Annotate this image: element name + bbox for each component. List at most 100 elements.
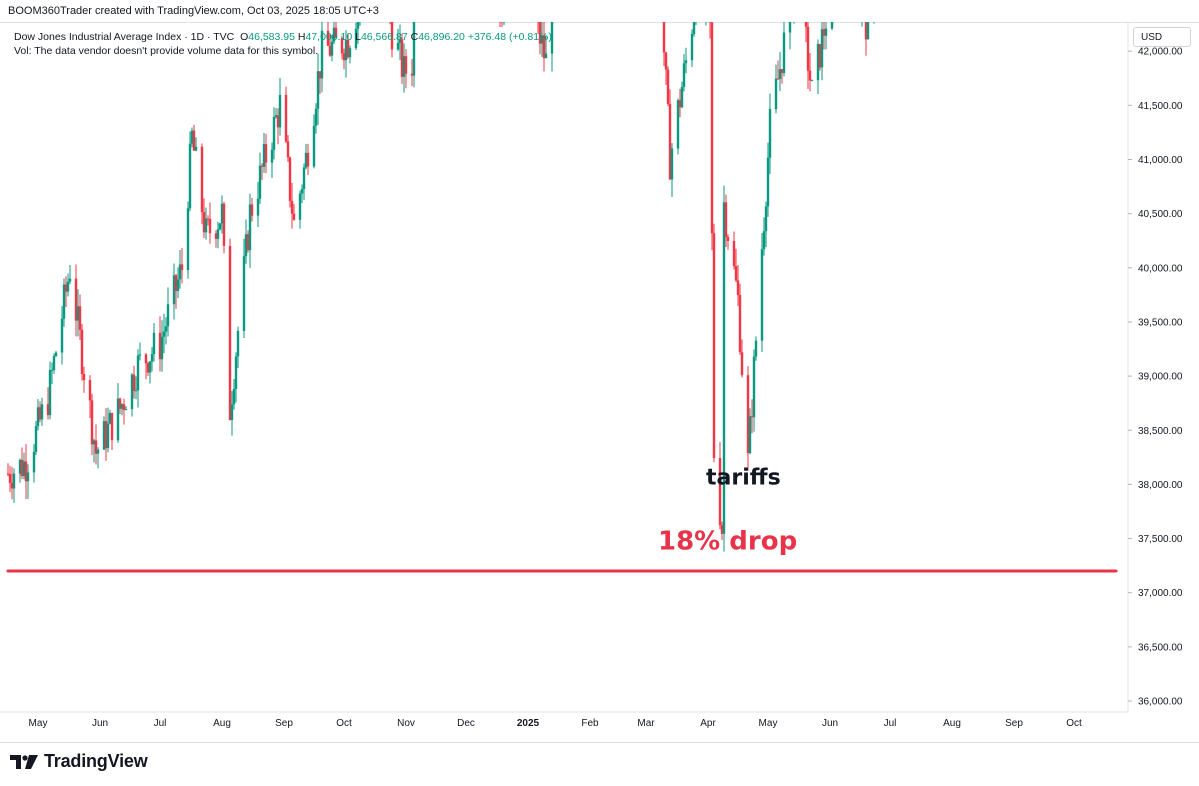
candle-body <box>681 87 683 107</box>
credit-text: BOOM360Trader created with TradingView.c… <box>8 5 379 17</box>
candle-body <box>257 199 259 216</box>
candle-body <box>807 27 809 71</box>
candle-body <box>79 306 81 330</box>
tradingview-logo[interactable]: TradingView <box>10 751 148 772</box>
candle-body <box>219 223 221 229</box>
footer: TradingView <box>0 742 1199 786</box>
candle-body <box>683 63 685 87</box>
x-tick-label: Nov <box>397 718 415 729</box>
x-tick-label: Jun <box>92 718 108 729</box>
y-tick-label: 38,000.00 <box>1138 480 1183 491</box>
candle-body <box>733 241 735 266</box>
currency-button[interactable]: USD <box>1133 27 1191 47</box>
candle-body <box>243 256 245 331</box>
candle-body <box>315 109 317 126</box>
candle-body <box>205 219 207 233</box>
annotation-tariffs: tariffs <box>706 465 781 490</box>
candle-body <box>665 52 667 69</box>
candle-body <box>209 219 211 233</box>
y-tick-label: 40,000.00 <box>1138 263 1183 274</box>
candle-body <box>405 56 407 74</box>
y-tick-label: 37,500.00 <box>1138 534 1183 545</box>
candle-body <box>145 354 147 363</box>
x-tick-label: Apr <box>700 718 716 729</box>
y-tick-label: 39,500.00 <box>1138 317 1183 328</box>
candle-body <box>223 204 225 246</box>
candle-body <box>27 472 29 481</box>
legend-change: +376.48 (+0.81%) <box>468 31 552 43</box>
candle-body <box>279 95 281 127</box>
candle-body <box>753 357 755 418</box>
candle-body <box>685 60 687 63</box>
grid <box>0 22 1128 712</box>
legend-high: 47,000.10 <box>305 31 352 43</box>
candle-body <box>189 144 191 209</box>
candle-body <box>107 424 109 448</box>
candle-body <box>805 22 807 27</box>
candle-body <box>149 362 151 373</box>
candle-body <box>265 144 267 163</box>
candle-body <box>177 279 179 291</box>
y-tick-label: 36,500.00 <box>1138 642 1183 653</box>
y-tick-label: 41,000.00 <box>1138 155 1183 166</box>
x-tick-label: Sep <box>275 718 293 729</box>
candle-body <box>739 295 741 352</box>
candle-body <box>761 249 763 340</box>
candle-body <box>135 390 137 391</box>
candle-body <box>167 304 169 326</box>
candle-body <box>259 166 261 199</box>
candle-body <box>825 29 827 36</box>
x-tick-label: Sep <box>1005 718 1023 729</box>
y-tick-label: 39,000.00 <box>1138 372 1183 383</box>
candle-body <box>293 214 295 220</box>
candle-body <box>125 409 127 410</box>
x-tick-label: May <box>29 718 48 729</box>
x-tick-label: May <box>759 718 778 729</box>
x-tick-label: Jul <box>884 718 897 729</box>
x-tick-label: Aug <box>213 718 231 729</box>
candle-body <box>307 153 309 167</box>
tradingview-logo-text: TradingView <box>44 751 148 772</box>
candle-body <box>13 474 15 489</box>
candle-body <box>41 404 43 419</box>
candle-body <box>153 333 155 354</box>
candle-body <box>677 100 679 148</box>
y-tick-label: 42,000.00 <box>1138 47 1183 58</box>
candle-body <box>89 380 91 400</box>
legend-symbol[interactable]: Dow Jones Industrial Average Index · 1D … <box>14 31 234 43</box>
credit-bar: BOOM360Trader created with TradingView.c… <box>0 0 1199 23</box>
candle-body <box>61 319 63 353</box>
legend-open-label: O <box>240 31 248 43</box>
candle-body <box>301 189 303 193</box>
y-tick-label: 37,000.00 <box>1138 588 1183 599</box>
candle-body <box>755 341 757 357</box>
candle-body <box>137 355 139 390</box>
candle-body <box>783 33 785 74</box>
candle-body <box>671 149 673 180</box>
y-tick-label: 36,000.00 <box>1138 697 1183 708</box>
candles <box>0 22 1128 552</box>
candle-body <box>201 147 203 212</box>
candle-body <box>49 370 51 415</box>
legend-volume-note: Vol: The data vendor doesn't provide vol… <box>14 44 552 58</box>
candle-body <box>663 22 665 52</box>
candle-body <box>693 22 695 34</box>
y-tick-label: 41,500.00 <box>1138 101 1183 112</box>
candle-body <box>299 194 301 220</box>
candle-body <box>313 126 315 167</box>
candle-body <box>289 157 291 201</box>
candle-body <box>737 280 739 295</box>
candle-body <box>303 167 305 189</box>
candle-body <box>667 70 669 104</box>
x-tick-label: Mar <box>637 718 655 729</box>
candle-body <box>67 282 69 292</box>
legend-low: 46,566.87 <box>361 31 408 43</box>
candle-body <box>231 404 233 420</box>
candle-body <box>357 22 359 29</box>
candle-body <box>35 426 37 452</box>
candle-body <box>727 237 729 241</box>
candle-body <box>55 353 57 356</box>
candle-body <box>217 229 219 239</box>
